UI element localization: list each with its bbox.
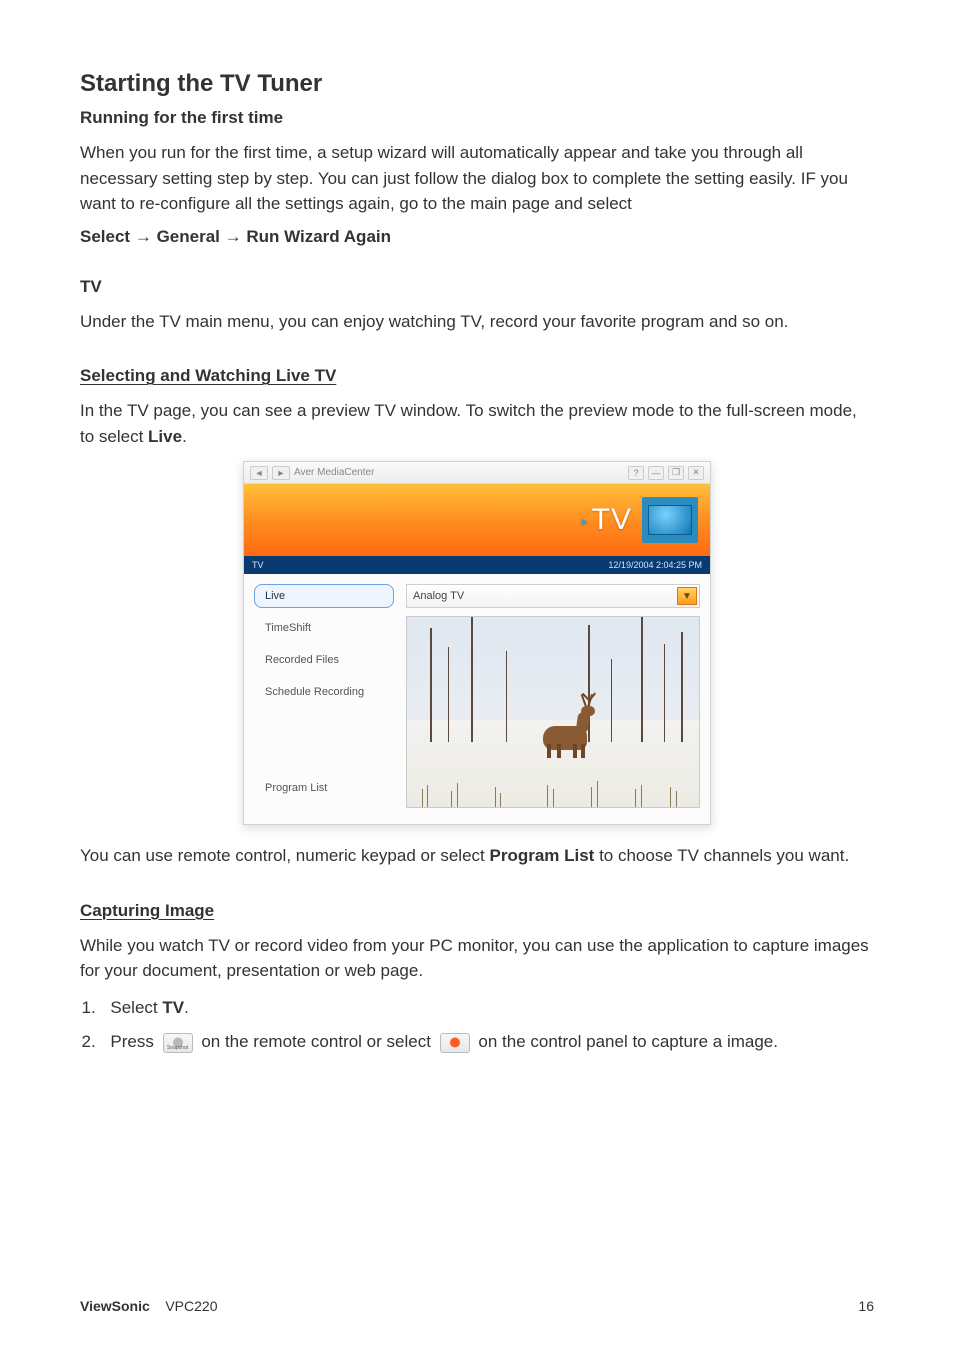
sidebar-item-recorded[interactable]: Recorded Files [254,648,394,672]
breadcrumb-run-wizard: Run Wizard Again [246,227,391,246]
text: Press [110,1032,158,1051]
text: You can use remote control, numeric keyp… [80,846,489,865]
paragraph-tv: Under the TV main menu, you can enjoy wa… [80,309,874,335]
text: on the control panel to capture a image. [478,1032,778,1051]
footer-brand: ViewSonic [80,1298,150,1314]
app-sidebar: Live TimeShift Recorded Files Schedule R… [254,584,394,808]
arrow-icon: → [225,227,242,246]
sidebar-item-program-list[interactable]: Program List [254,776,394,800]
nav-back-button[interactable]: ◄ [250,466,268,480]
subheading-tv: TV [80,277,874,297]
app-titlebar: ◄ ► Aver MediaCenter ? — ❐ ✕ [244,462,710,484]
step-2: Press Snapshot on the remote control or … [100,1028,874,1057]
wizard-breadcrumb: Select → General → Run Wizard Again [80,227,874,247]
deer-icon [535,692,599,758]
help-button[interactable]: ? [628,466,644,480]
text: . [182,427,187,446]
minimize-button[interactable]: — [648,466,664,480]
text: Select [110,998,162,1017]
dropdown-label: Analog TV [413,590,464,602]
app-mainpane: Analog TV ▼ [406,584,700,808]
sidebar-item-live[interactable]: Live [254,584,394,608]
tv-bold: TV [162,998,184,1017]
hero-text: TV [592,503,632,536]
capture-steps: Select TV. Press Snapshot on the remote … [100,994,874,1058]
breadcrumb-general: General [157,227,220,246]
text: In the TV page, you can see a preview TV… [80,401,857,446]
footer-page-number: 16 [858,1298,874,1314]
paragraph-proglist: You can use remote control, numeric keyp… [80,843,874,869]
icon-label: Snapshot [164,1044,192,1053]
subheading-capture: Capturing Image [80,901,214,921]
app-hero: ▸TV [244,484,710,556]
app-screenshot: ◄ ► Aver MediaCenter ? — ❐ ✕ ▸TV TV 12/1… [243,461,711,825]
text: . [184,998,189,1017]
step-1: Select TV. [100,994,874,1023]
source-dropdown[interactable]: Analog TV ▼ [406,584,700,608]
paragraph-capture: While you watch TV or record video from … [80,933,874,984]
arrow-icon: → [135,227,152,246]
snapshot-panel-icon [440,1033,470,1053]
text: on the remote control or select [201,1032,435,1051]
page-footer: ViewSonic VPC220 16 [80,1298,874,1314]
app-title: Aver MediaCenter [294,467,374,478]
nav-forward-button[interactable]: ► [272,466,290,480]
program-list-bold: Program List [489,846,594,865]
subheading-first-time: Running for the first time [80,108,874,128]
text: to choose TV channels you want. [594,846,849,865]
tv-icon [642,497,698,543]
breadcrumb-select: Select [80,227,130,246]
snapshot-remote-icon: Snapshot [163,1033,193,1053]
paragraph-live: In the TV page, you can see a preview TV… [80,398,874,449]
subbar-timestamp: 12/19/2004 2:04:25 PM [608,560,702,570]
chevron-right-icon: ▸ [582,514,589,528]
live-bold: Live [148,427,182,446]
app-subbar: TV 12/19/2004 2:04:25 PM [244,556,710,574]
page-title: Starting the TV Tuner [80,70,874,98]
sidebar-item-timeshift[interactable]: TimeShift [254,616,394,640]
subbar-left: TV [252,560,264,570]
app-body: Live TimeShift Recorded Files Schedule R… [244,574,710,824]
sidebar-item-schedule[interactable]: Schedule Recording [254,680,394,704]
chevron-down-icon[interactable]: ▼ [677,587,697,605]
maximize-button[interactable]: ❐ [668,466,684,480]
close-button[interactable]: ✕ [688,466,704,480]
footer-model: VPC220 [165,1298,217,1314]
subheading-live: Selecting and Watching Live TV [80,366,336,386]
tv-preview[interactable] [406,616,700,808]
hero-label: ▸TV [582,503,632,537]
paragraph-first-time: When you run for the first time, a setup… [80,140,874,217]
